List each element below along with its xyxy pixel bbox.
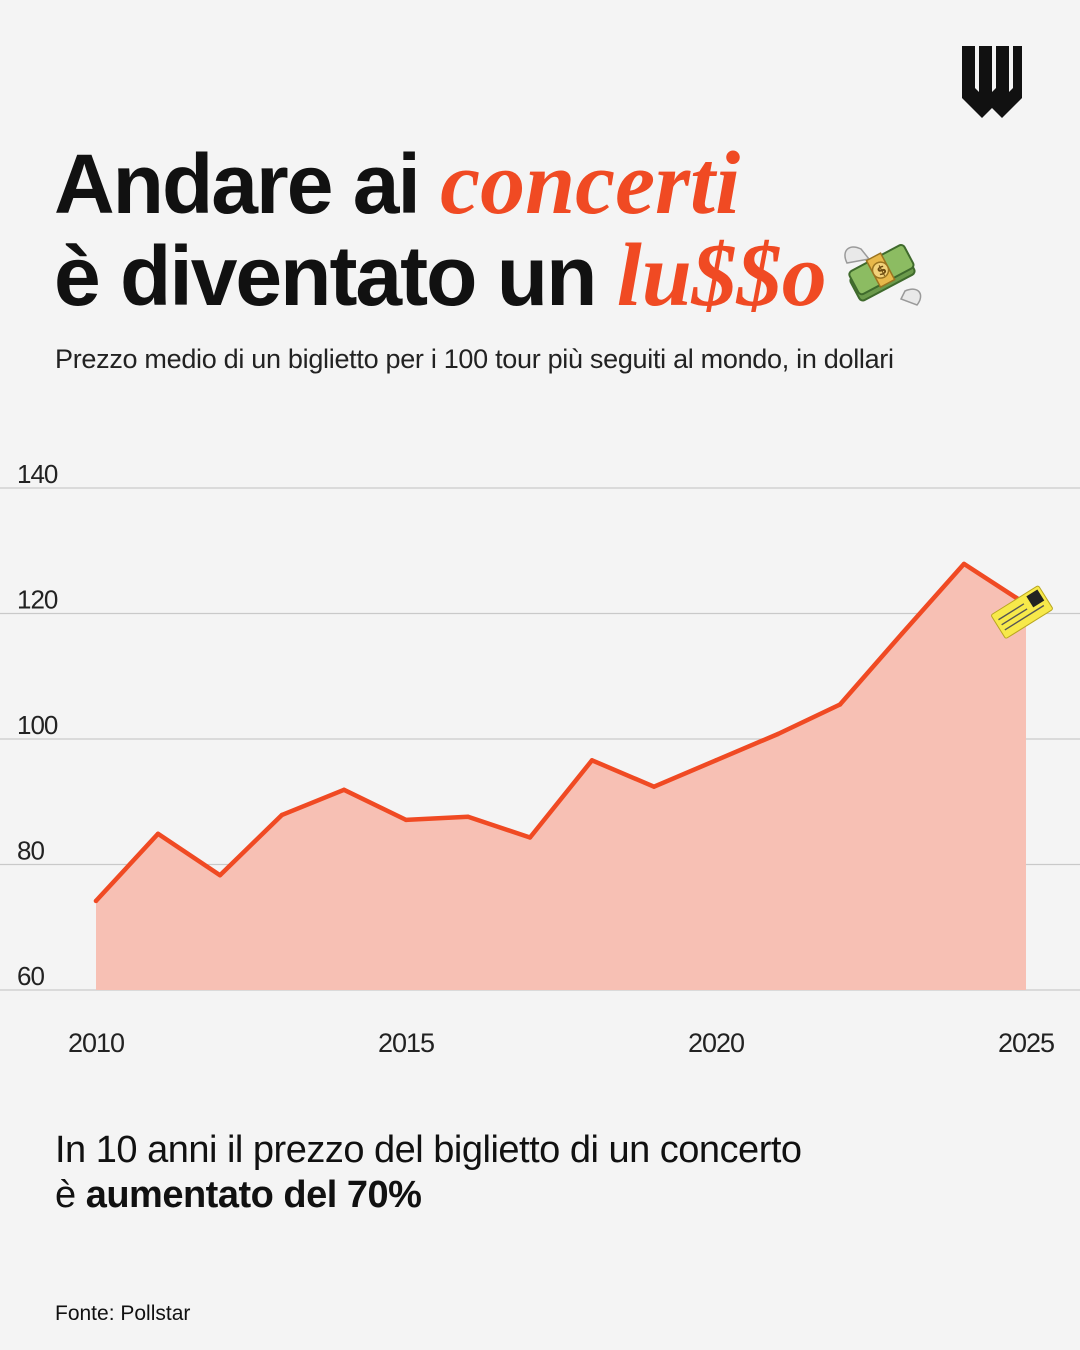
y-tick-label-120: 120 (17, 585, 58, 615)
summary-line-2-prefix: è (55, 1174, 86, 1216)
source-credit: Fonte: Pollstar (55, 1302, 191, 1325)
money-with-wings-icon: $ (844, 244, 921, 306)
summary-note: In 10 anni il prezzo del biglietto di un… (55, 1128, 802, 1218)
chart-axis-labels: 60 80 100 120 140 2010 2015 2020 2025 (17, 459, 1055, 1058)
data-point-2017 (527, 835, 533, 840)
summary-highlight: aumentato del 70% (85, 1174, 422, 1216)
y-tick-label-80: 80 (17, 836, 44, 866)
title-accent-lusso: lu$$o (616, 226, 827, 325)
x-tick-label-2015: 2015 (378, 1028, 434, 1058)
series-line (93, 561, 1029, 904)
data-point-2016 (465, 814, 471, 819)
y-tick-label-100: 100 (17, 710, 58, 740)
data-point-2015 (403, 817, 409, 823)
y-tick-label-140: 140 (17, 459, 58, 489)
data-point-2021 (775, 731, 781, 737)
data-point-2019 (651, 784, 657, 789)
brand-logo-icon (962, 46, 1022, 118)
data-point-2020 (713, 758, 719, 763)
data-point-2023 (899, 631, 905, 636)
data-point-2010 (93, 898, 99, 904)
data-point-2013 (279, 812, 285, 818)
data-point-2014 (341, 787, 347, 792)
page-title: Andare ai concerti è diventato un lu$$o … (54, 138, 925, 322)
title-text-2: è diventato un (54, 229, 617, 323)
data-point-2024 (961, 561, 967, 567)
data-point-2012 (217, 873, 223, 878)
y-tick-label-60: 60 (17, 961, 44, 991)
summary-line-1: In 10 anni il prezzo del biglietto di un… (55, 1129, 802, 1171)
data-point-2018 (589, 758, 595, 763)
title-accent-concerti: concerti (440, 134, 741, 233)
data-point-2011 (155, 831, 161, 836)
chart-area-layer (93, 561, 1053, 990)
area-fill (96, 563, 1026, 990)
x-tick-label-2025: 2025 (998, 1028, 1054, 1058)
data-point-2022 (837, 702, 843, 707)
x-tick-label-2020: 2020 (688, 1028, 744, 1058)
x-tick-label-2010: 2010 (68, 1028, 124, 1058)
chart-subtitle: Prezzo medio di un biglietto per i 100 t… (55, 344, 894, 374)
concert-ticket-icon (991, 585, 1053, 639)
ticket-price-area-chart: 60 80 100 120 140 2010 2015 2020 2025 (0, 459, 1080, 1058)
title-text-1: Andare ai (54, 137, 441, 231)
